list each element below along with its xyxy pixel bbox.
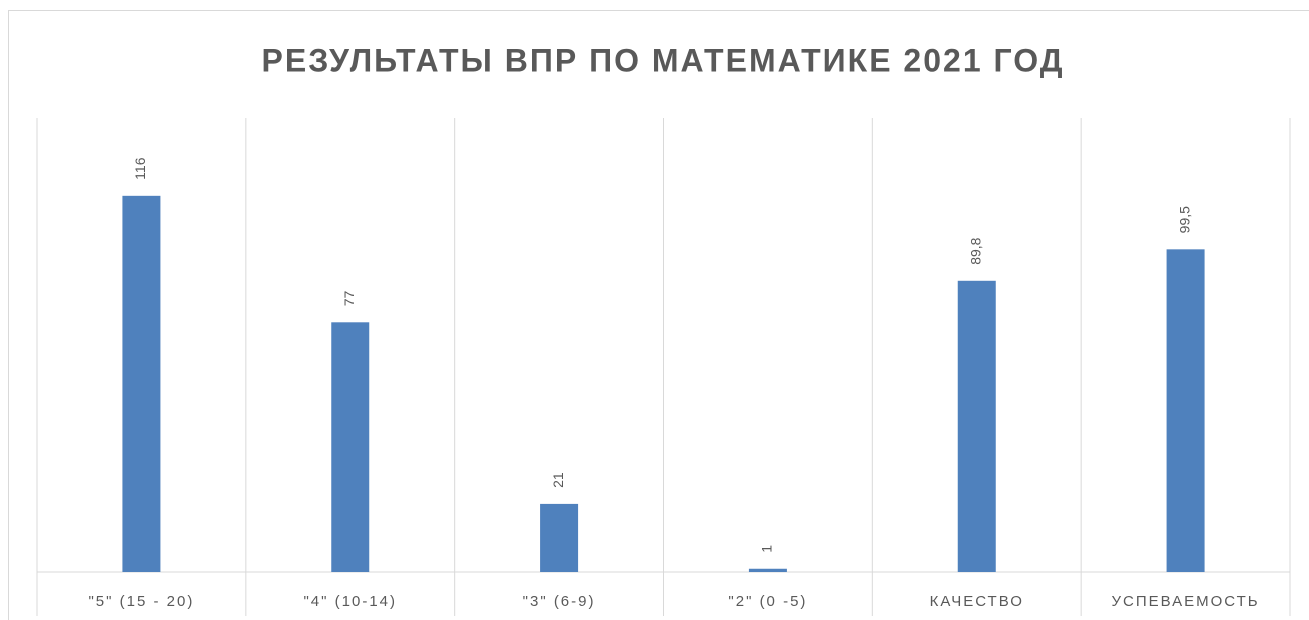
x-tick-label: УСПЕВАЕМОСТЬ [1111, 593, 1259, 610]
bar [122, 195, 161, 573]
chart-title: РЕЗУЛЬТАТЫ ВПР ПО МАТЕМАТИКЕ 2021 ГОД [262, 42, 1065, 78]
bar [748, 568, 787, 572]
x-tick-label: "2" (0 -5) [728, 593, 807, 610]
chart-frame [8, 10, 1309, 620]
data-label: 1 [759, 545, 775, 553]
bar [331, 322, 370, 572]
data-label: 89,8 [967, 237, 983, 264]
bar [957, 280, 996, 572]
bar [540, 503, 579, 572]
data-label: 116 [132, 157, 148, 180]
data-label: 77 [341, 291, 357, 307]
x-tick-label: "3" (6-9) [523, 593, 596, 610]
data-label: 99,5 [1176, 206, 1192, 233]
x-tick-label: "4" (10-14) [303, 593, 397, 610]
x-tick-label: КАЧЕСТВО [930, 593, 1024, 610]
data-label: 21 [550, 472, 566, 488]
x-tick-label: "5" (15 - 20) [88, 593, 194, 610]
bar [1166, 249, 1205, 573]
